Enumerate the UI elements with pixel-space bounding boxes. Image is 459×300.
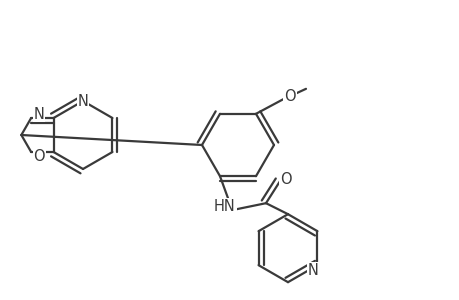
Text: N: N: [34, 106, 45, 122]
Text: N: N: [308, 263, 318, 278]
Text: O: O: [284, 89, 295, 104]
Text: N: N: [78, 94, 88, 109]
Text: O: O: [33, 148, 45, 164]
Text: HN: HN: [213, 199, 235, 214]
Text: O: O: [280, 172, 291, 187]
